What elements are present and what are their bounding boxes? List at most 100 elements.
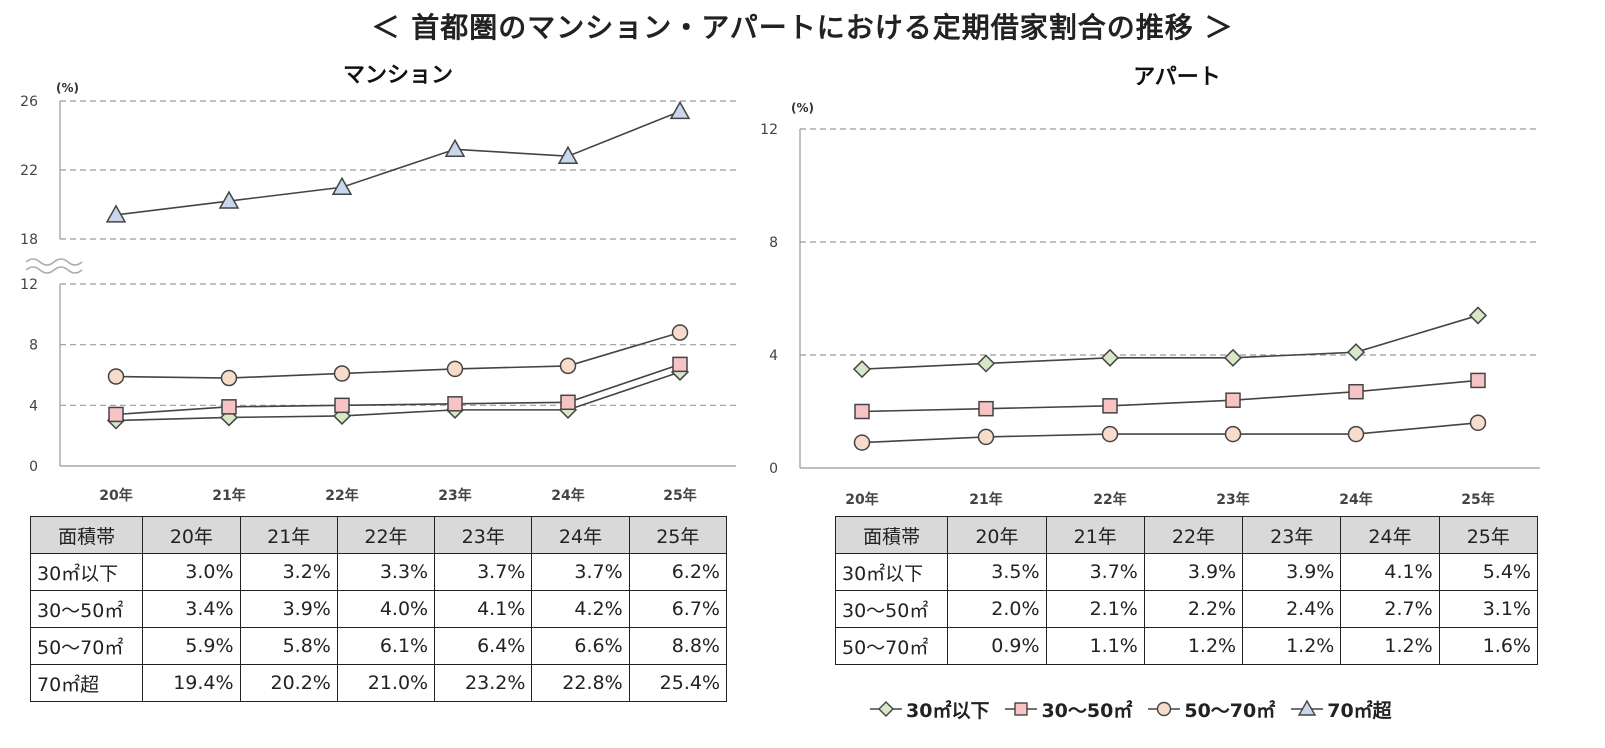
- row-label-cell: 30㎡以下: [834, 553, 949, 591]
- y-tick-label: 4: [769, 348, 778, 364]
- value-cell: 1.2%: [1143, 627, 1244, 665]
- data-point: [1223, 348, 1243, 367]
- table-header-cell: 22年: [1143, 516, 1244, 554]
- page-title: ＜ 首都圏のマンション・アパートにおける定期借家割合の推移 ＞: [371, 11, 1234, 44]
- value-cell: 3.9%: [1143, 553, 1244, 591]
- x-tick-label: 25年: [1461, 491, 1494, 508]
- table-row: 50～70㎡ 0.9% 1.1% 1.2% 1.2% 1.2% 1.6%: [834, 627, 1539, 665]
- table-row: 70㎡超 19.4% 20.2% 21.0% 23.2% 22.8% 25.4%: [29, 664, 728, 702]
- apartment-chart-title: アパート: [1133, 65, 1221, 90]
- value-cell: 3.7%: [531, 553, 630, 591]
- row-label-cell: 30～50㎡: [29, 590, 144, 628]
- x-tick-label: 20年: [845, 491, 878, 508]
- row-label-cell: 30～50㎡: [834, 590, 949, 628]
- y-tick-label: 22: [20, 163, 38, 179]
- data-point: [977, 428, 995, 446]
- data-point: [560, 394, 576, 411]
- value-cell: 5.4%: [1438, 553, 1539, 591]
- y-tick-label: 8: [769, 235, 778, 251]
- table-row: 30～50㎡ 2.0% 2.1% 2.2% 2.4% 2.7% 3.1%: [834, 590, 1539, 628]
- data-point: [669, 100, 691, 120]
- x-tick-label: 23年: [438, 487, 471, 504]
- value-cell: 0.9%: [947, 627, 1047, 665]
- value-cell: 6.7%: [628, 590, 728, 628]
- table-header-row: 面積帯 20年 21年 22年 23年 24年 25年: [834, 516, 1539, 554]
- mansion-chart-title: マンション: [343, 63, 453, 88]
- legend-item: 70㎡超: [1289, 696, 1392, 723]
- y-tick-label: 4: [29, 398, 38, 414]
- value-cell: 6.4%: [434, 627, 533, 665]
- y-tick-label: 0: [769, 461, 778, 477]
- axis-break-mark: [25, 258, 83, 266]
- data-point: [1470, 372, 1486, 389]
- value-cell: 5.9%: [142, 627, 241, 665]
- series-line: [861, 314, 1479, 370]
- data-point: [105, 204, 127, 223]
- x-tick-label: 23年: [1216, 491, 1249, 508]
- data-point: [218, 190, 240, 209]
- table-header-cell: 25年: [1438, 516, 1539, 554]
- legend-label: 70㎡超: [1327, 699, 1392, 722]
- table-header-cell: 25年: [628, 516, 728, 554]
- value-cell: 2.0%: [947, 590, 1047, 628]
- value-cell: 1.1%: [1045, 627, 1145, 665]
- diamond-marker-icon: [870, 701, 902, 717]
- mansion-unit-label: (%): [56, 81, 79, 95]
- x-tick-label: 21年: [969, 491, 1002, 508]
- data-point: [557, 145, 579, 164]
- row-label-cell: 50～70㎡: [834, 627, 949, 665]
- value-cell: 3.0%: [142, 553, 241, 591]
- legend-item: 50～70㎡: [1146, 696, 1275, 723]
- data-point: [108, 406, 124, 423]
- square-marker-icon: [1005, 702, 1038, 716]
- value-cell: 3.7%: [1045, 553, 1145, 591]
- data-point: [1469, 414, 1487, 432]
- data-point: [1224, 425, 1242, 443]
- row-label-cell: 70㎡超: [29, 664, 144, 702]
- value-cell: 2.2%: [1143, 590, 1244, 628]
- row-label-cell: 50～70㎡: [29, 627, 144, 665]
- table-header-cell: 21年: [239, 516, 338, 554]
- value-cell: 3.1%: [1438, 590, 1539, 628]
- value-cell: 20.2%: [239, 664, 338, 702]
- chart-legend: 30㎡以下 30～50㎡ 50～70㎡ 70㎡超: [868, 694, 1406, 724]
- data-point: [559, 357, 577, 375]
- x-tick-label: 20年: [99, 487, 132, 504]
- data-point: [221, 399, 237, 415]
- series-line: [115, 371, 681, 422]
- row-label-cell: 30㎡以下: [29, 553, 144, 591]
- value-cell: 3.7%: [434, 553, 533, 591]
- data-point: [672, 356, 688, 373]
- value-cell: 25.4%: [628, 664, 728, 702]
- axis-break-mark: [25, 266, 83, 274]
- y-tick-label: 8: [29, 338, 38, 354]
- mansion-data-table: 面積帯 20年 21年 22年 23年 24年 25年 30㎡以下 3.0% 3.2% 3.3% 3…: [29, 516, 728, 702]
- value-cell: 1.2%: [1242, 627, 1342, 665]
- value-cell: 1.2%: [1340, 627, 1440, 665]
- data-point: [444, 138, 466, 158]
- y-tick-label: 18: [20, 232, 38, 248]
- value-cell: 6.2%: [628, 553, 728, 591]
- data-point: [853, 434, 871, 451]
- value-cell: 22.8%: [531, 664, 630, 702]
- x-tick-label: 21年: [212, 487, 245, 504]
- data-point: [1468, 306, 1488, 325]
- apartment-unit-label: (%): [791, 101, 814, 115]
- value-cell: 19.4%: [142, 664, 241, 702]
- table-header-cell: 21年: [1045, 516, 1145, 554]
- data-point: [334, 397, 350, 414]
- data-point: [331, 176, 353, 195]
- value-cell: 3.3%: [336, 553, 436, 591]
- value-cell: 2.1%: [1045, 590, 1145, 628]
- value-cell: 6.1%: [336, 627, 436, 665]
- y-tick-label: 12: [760, 122, 778, 138]
- value-cell: 6.6%: [531, 627, 630, 665]
- x-tick-label: 22年: [325, 487, 358, 504]
- table-row: 50～70㎡ 5.9% 5.8% 6.1% 6.4% 6.6% 8.8%: [29, 627, 728, 665]
- series-line: [861, 422, 1479, 444]
- value-cell: 8.8%: [628, 627, 728, 665]
- value-cell: 2.7%: [1340, 590, 1440, 628]
- data-point: [671, 324, 689, 341]
- table-row: 30㎡以下 3.0% 3.2% 3.3% 3.7% 3.7% 6.2%: [29, 553, 728, 591]
- data-point: [1225, 392, 1241, 408]
